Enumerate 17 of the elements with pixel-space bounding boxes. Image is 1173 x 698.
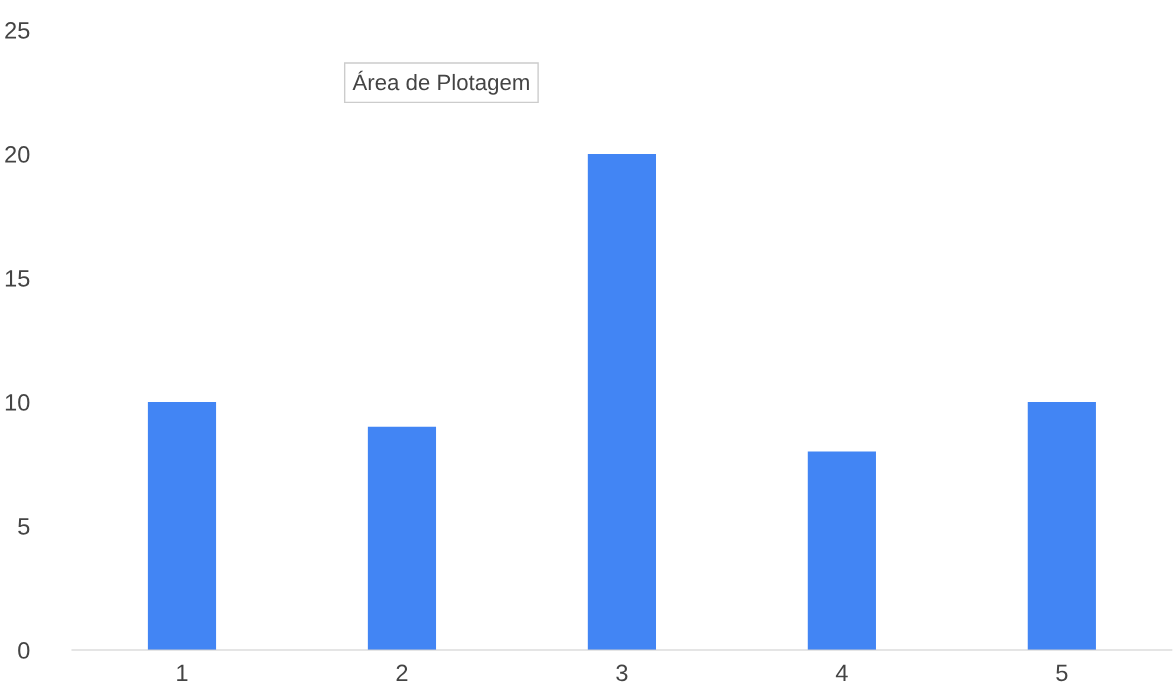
bar [807, 451, 876, 650]
y-tick-label: 25 [5, 22, 30, 39]
x-tick-label: 2 [396, 664, 408, 681]
y-tick-label: 15 [5, 270, 30, 287]
y-tick-label: 0 [18, 642, 30, 659]
bar [587, 154, 657, 650]
bar [1027, 402, 1096, 650]
y-tick-label: 5 [18, 518, 30, 535]
y-tick-label: 10 [5, 394, 30, 411]
x-tick-label: 1 [177, 664, 188, 681]
x-tick-label: 5 [1056, 664, 1068, 682]
bar [367, 426, 437, 650]
x-tick-label: 4 [835, 664, 848, 681]
annotation: Área de Plotagem [352, 70, 529, 95]
bar [147, 402, 217, 650]
x-tick-label: 3 [616, 664, 628, 682]
y-tick-label: 20 [5, 146, 30, 163]
